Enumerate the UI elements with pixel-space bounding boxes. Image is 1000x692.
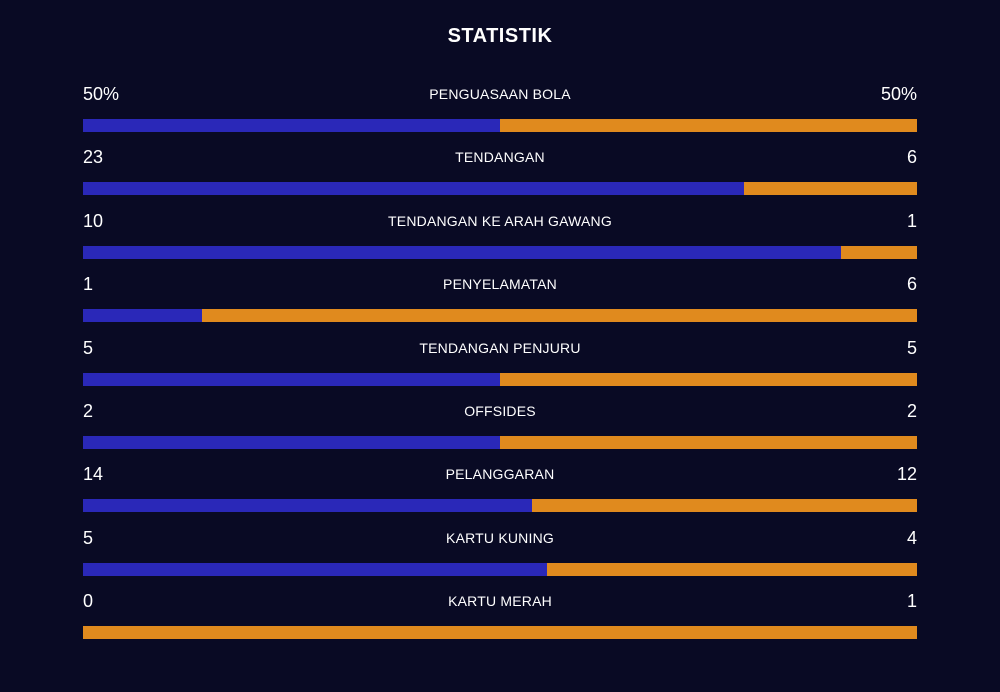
away-bar-segment [744, 182, 917, 196]
away-value: 1 [906, 210, 917, 231]
home-bar-segment [83, 435, 500, 449]
away-value: 4 [906, 527, 917, 548]
comparison-bar [83, 435, 917, 449]
stat-label: TENDANGAN [455, 149, 545, 166]
away-value: 5 [906, 337, 917, 358]
stat-row: 5 TENDANGAN PENJURU 5 [83, 336, 917, 399]
away-value: 12 [896, 464, 917, 485]
away-bar-segment [500, 435, 917, 449]
stat-labels: 10 TENDANGAN KE ARAH GAWANG 1 [83, 209, 917, 233]
stat-labels: 14 PELANGGARAN 12 [83, 462, 917, 486]
away-bar-segment [546, 562, 917, 576]
stat-label: TENDANGAN PENJURU [419, 339, 581, 356]
comparison-bar [83, 499, 917, 513]
stat-row: 2 OFFSIDES 2 [83, 399, 917, 462]
away-value: 2 [906, 400, 917, 421]
stat-row: 0 KARTU MERAH 1 [83, 589, 917, 652]
away-bar-segment [202, 309, 917, 323]
stat-labels: 5 KARTU KUNING 4 [83, 526, 917, 550]
stat-label: PENYELAMATAN [443, 276, 557, 293]
comparison-bar [83, 626, 917, 640]
stat-label: OFFSIDES [464, 402, 536, 419]
stat-row: 14 PELANGGARAN 12 [83, 462, 917, 525]
away-bar-segment [531, 499, 917, 513]
stat-label: KARTU MERAH [448, 593, 552, 610]
away-value: 6 [906, 147, 917, 168]
stat-labels: 23 TENDANGAN 6 [83, 145, 917, 169]
statistics-list: 50% PENGUASAAN BOLA 50% 23 TENDANGAN 6 10 TENDA… [83, 82, 917, 653]
comparison-bar [83, 119, 917, 132]
home-bar-segment [83, 309, 203, 323]
home-bar-segment [83, 182, 745, 196]
home-bar-segment [83, 245, 842, 259]
home-bar-segment [83, 119, 500, 132]
stat-label: TENDANGAN KE ARAH GAWANG [388, 212, 612, 229]
stat-row: 50% PENGUASAAN BOLA 50% [83, 82, 917, 145]
home-bar-segment [83, 499, 532, 513]
home-value: 23 [83, 147, 104, 168]
home-value: 10 [83, 210, 104, 231]
away-value: 1 [906, 591, 917, 612]
stat-row: 5 KARTU KUNING 4 [83, 526, 917, 589]
home-value: 1 [83, 274, 94, 295]
stat-labels: 5 TENDANGAN PENJURU 5 [83, 336, 917, 360]
home-bar-segment [83, 372, 500, 386]
away-bar-segment [500, 119, 917, 132]
comparison-bar [83, 245, 917, 259]
statistics-title: STATISTIK [447, 25, 553, 47]
stat-label: PELANGGARAN [445, 466, 555, 483]
home-value: 0 [83, 591, 94, 612]
away-bar-segment [841, 245, 917, 259]
comparison-bar [83, 309, 917, 323]
stat-labels: 1 PENYELAMATAN 6 [83, 272, 917, 296]
away-value: 50% [880, 84, 917, 104]
comparison-bar [83, 372, 917, 386]
stat-row: 10 TENDANGAN KE ARAH GAWANG 1 [83, 209, 917, 272]
stat-label: PENGUASAAN BOLA [429, 86, 571, 102]
stat-label: KARTU KUNING [446, 529, 554, 546]
away-bar-segment [83, 626, 917, 640]
comparison-bar [83, 562, 917, 576]
stat-labels: 50% PENGUASAAN BOLA 50% [83, 82, 917, 106]
away-value: 6 [906, 274, 917, 295]
home-value: 5 [83, 337, 94, 358]
home-value: 50% [83, 84, 120, 104]
stat-row: 1 PENYELAMATAN 6 [83, 272, 917, 335]
home-bar-segment [83, 562, 547, 576]
stat-labels: 0 KARTU MERAH 1 [83, 589, 917, 613]
stat-labels: 2 OFFSIDES 2 [83, 399, 917, 423]
home-value: 2 [83, 400, 94, 421]
away-bar-segment [500, 372, 917, 386]
home-value: 14 [83, 464, 104, 485]
home-value: 5 [83, 527, 94, 548]
stat-row: 23 TENDANGAN 6 [83, 145, 917, 208]
comparison-bar [83, 182, 917, 196]
